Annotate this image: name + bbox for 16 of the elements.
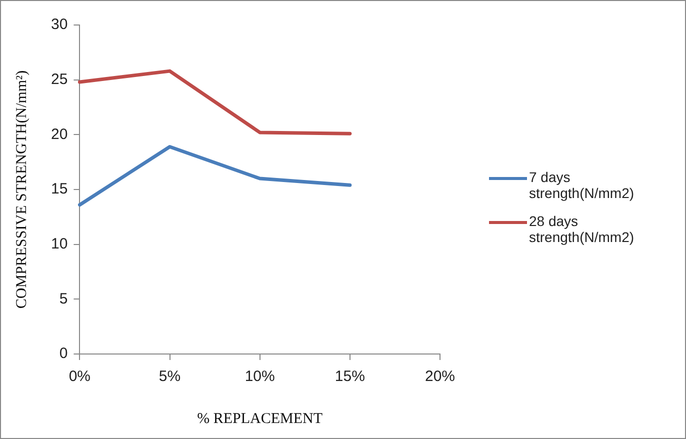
y-axis-title: COMPRESSIVE STRENGTH(N/mm²) xyxy=(14,70,30,309)
legend-label: 7 days strength(N/mm2) xyxy=(529,169,636,201)
y-tick-label: 15 xyxy=(50,180,68,198)
legend-label: 28 days strength(N/mm2) xyxy=(529,213,636,245)
y-tick-label: 0 xyxy=(59,345,68,362)
x-tick-label: 5% xyxy=(158,368,181,386)
y-tick-label: 5 xyxy=(59,290,68,308)
y-tick-label: 20 xyxy=(50,126,68,143)
y-tick-label: 30 xyxy=(50,16,68,34)
y-tick-label: 10 xyxy=(50,235,68,252)
x-tick-label: 20% xyxy=(424,368,456,386)
x-axis-title: % REPLACEMENT xyxy=(197,410,323,427)
y-tick-label: 25 xyxy=(50,70,68,88)
x-tick-label: 15% xyxy=(334,368,365,386)
x-tick-label: 0% xyxy=(68,368,91,386)
x-tick-label: 10% xyxy=(244,368,275,386)
